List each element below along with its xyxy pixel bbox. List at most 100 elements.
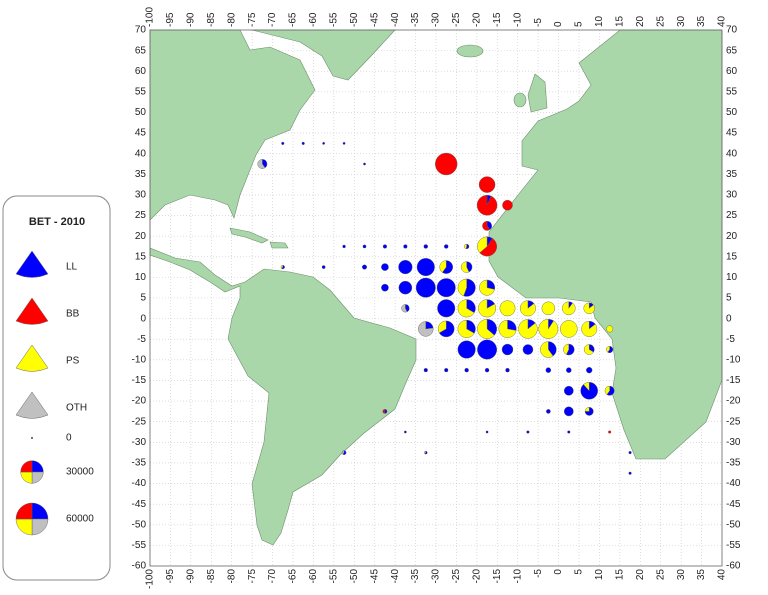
pie-slice bbox=[362, 244, 367, 249]
lat-label-left: 70 bbox=[135, 25, 147, 36]
pie-slice bbox=[415, 277, 436, 298]
catch-pie bbox=[608, 430, 612, 434]
pie-slice bbox=[301, 141, 305, 145]
lon-label-top: 0 bbox=[553, 21, 564, 27]
lon-label-top: -85 bbox=[206, 12, 217, 27]
legend-label: BB bbox=[66, 309, 80, 320]
catch-pie bbox=[484, 367, 490, 373]
lat-label-left: -30 bbox=[132, 437, 147, 448]
catch-pie bbox=[401, 304, 410, 313]
catch-pie bbox=[586, 367, 593, 374]
catch-pie bbox=[606, 325, 614, 333]
lon-label-top: 35 bbox=[696, 15, 707, 27]
pie-slice bbox=[485, 430, 489, 434]
lon-label-bottom: -35 bbox=[410, 569, 421, 584]
lat-label-right: -50 bbox=[726, 519, 741, 530]
pie-slice bbox=[545, 367, 552, 373]
catch-pie bbox=[301, 141, 305, 145]
lon-label-top: -40 bbox=[390, 12, 401, 27]
lon-label-bottom: 30 bbox=[676, 569, 687, 581]
lat-label-left: -10 bbox=[132, 354, 147, 365]
catch-pie bbox=[341, 450, 347, 455]
pie-slice bbox=[403, 244, 408, 249]
pie-slice bbox=[563, 406, 574, 417]
legend-swatch bbox=[15, 344, 49, 372]
catch-pie bbox=[381, 263, 389, 271]
catch-pie bbox=[464, 243, 470, 249]
lat-label-right: -35 bbox=[726, 458, 741, 469]
catch-pie bbox=[342, 142, 346, 145]
legend-size-label: 60000 bbox=[66, 514, 94, 525]
pie-slice bbox=[538, 319, 559, 339]
lon-label-top: -10 bbox=[512, 12, 523, 27]
lat-label-left: 10 bbox=[135, 272, 147, 283]
pie-slice bbox=[439, 320, 455, 338]
lon-label-top: -35 bbox=[410, 12, 421, 27]
lat-label-left: 40 bbox=[135, 148, 147, 159]
pie-slice bbox=[563, 343, 569, 355]
lat-label-right: -20 bbox=[726, 396, 741, 407]
pie-slice bbox=[424, 450, 426, 455]
pie-slice bbox=[566, 367, 572, 373]
cuba bbox=[229, 227, 269, 244]
catch-pie bbox=[482, 221, 492, 231]
lon-label-top: -100 bbox=[145, 7, 156, 27]
pie-slice bbox=[416, 258, 435, 277]
pie-slice bbox=[520, 300, 536, 317]
pie-slice bbox=[464, 243, 467, 249]
pie-slice bbox=[584, 407, 594, 416]
graticule bbox=[149, 29, 723, 567]
pie-slice bbox=[498, 319, 517, 338]
pie-slice bbox=[382, 409, 386, 414]
pie-slice bbox=[518, 319, 538, 339]
catch-pie bbox=[518, 319, 538, 339]
pie-slice bbox=[464, 367, 469, 373]
legend-size-slice bbox=[20, 460, 33, 473]
catch-pie bbox=[444, 368, 449, 373]
lat-label-left: 65 bbox=[135, 45, 147, 56]
lat-label-right: 65 bbox=[726, 45, 738, 56]
pie-slice bbox=[363, 162, 366, 166]
pie-slice bbox=[526, 430, 530, 434]
lat-label-left: -55 bbox=[132, 540, 147, 551]
pie-slice bbox=[522, 344, 534, 355]
lat-label-left: -50 bbox=[132, 519, 147, 530]
pie-slice bbox=[606, 385, 615, 396]
lon-label-bottom: -40 bbox=[390, 569, 401, 584]
lon-label-bottom: 35 bbox=[696, 569, 707, 581]
pie-slice bbox=[381, 283, 389, 292]
catch-pie bbox=[460, 261, 473, 273]
legend-size-label: 0 bbox=[66, 433, 72, 444]
legend-swatch bbox=[15, 297, 49, 325]
lon-label-top: 25 bbox=[655, 15, 666, 27]
catch-pie bbox=[501, 343, 514, 356]
pie-slice bbox=[540, 341, 554, 358]
lat-label-right: -5 bbox=[726, 334, 735, 345]
land bbox=[149, 29, 723, 546]
lat-label-left: 50 bbox=[135, 107, 147, 118]
catch-pie bbox=[581, 320, 598, 337]
catch-pie bbox=[479, 279, 495, 296]
lon-label-bottom: -15 bbox=[492, 569, 503, 584]
lon-label-top: -20 bbox=[471, 12, 482, 27]
lon-label-bottom: -50 bbox=[349, 569, 360, 584]
lon-label-bottom: -80 bbox=[226, 569, 237, 584]
lon-label-top: -50 bbox=[349, 12, 360, 27]
lon-label-bottom: -5 bbox=[533, 569, 544, 578]
catch-pie bbox=[583, 302, 595, 314]
lon-label-bottom: 20 bbox=[635, 569, 646, 581]
lat-label-right: 15 bbox=[726, 251, 738, 262]
catch-pie bbox=[418, 321, 434, 337]
pie-slice bbox=[566, 343, 575, 356]
pie-slice bbox=[444, 244, 449, 249]
catch-pie bbox=[502, 199, 513, 211]
lat-label-right: 35 bbox=[726, 169, 738, 180]
pie-slice bbox=[321, 265, 326, 269]
legend-title: BET - 2010 bbox=[29, 216, 85, 228]
lon-label-top: 20 bbox=[635, 15, 646, 27]
lat-label-left: -20 bbox=[132, 396, 147, 407]
catch-pie bbox=[477, 236, 497, 257]
catch-pie bbox=[478, 176, 496, 193]
pie-slice bbox=[608, 430, 612, 434]
